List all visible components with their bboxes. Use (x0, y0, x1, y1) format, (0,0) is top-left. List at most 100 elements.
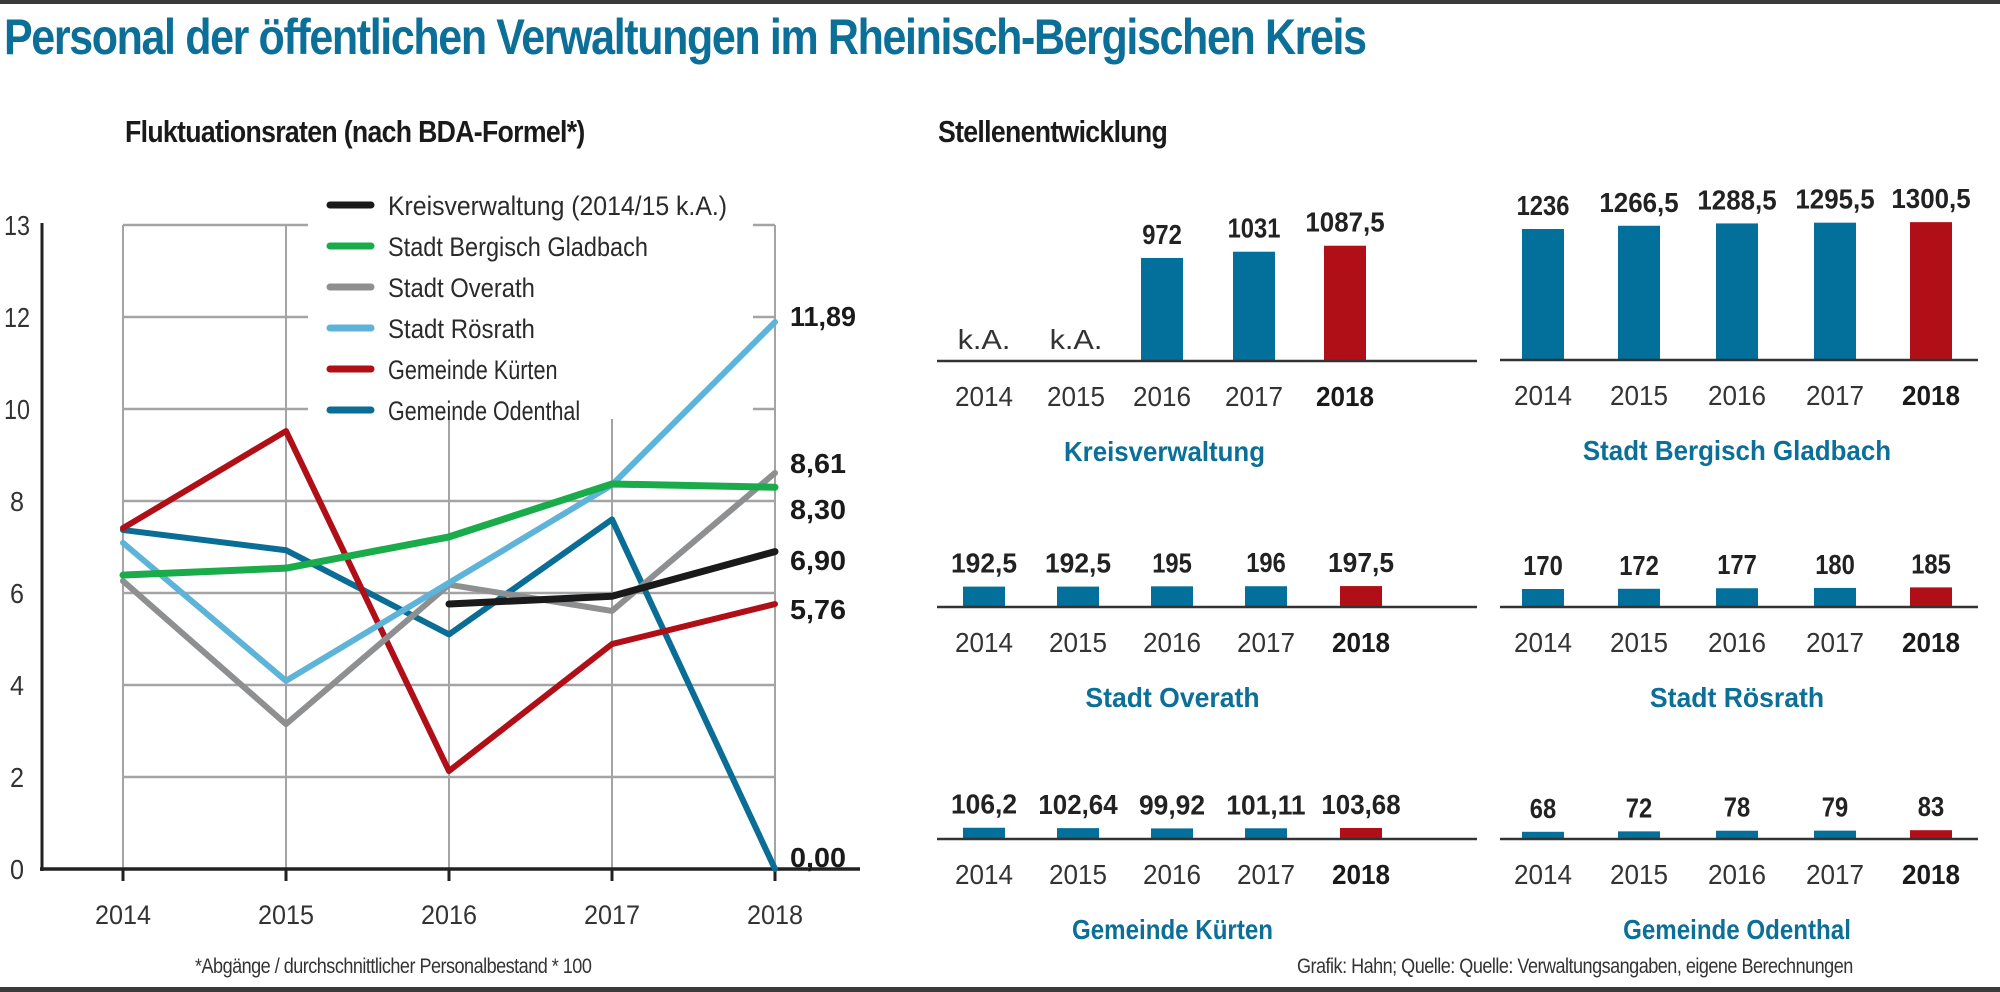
bar (963, 827, 1005, 839)
bar (1245, 586, 1287, 607)
legend-label: Stadt Overath (388, 273, 535, 303)
bar (963, 586, 1005, 607)
bar (1151, 828, 1193, 839)
bar-category-label: 2017 (1806, 859, 1864, 890)
x-tick-label: 2015 (258, 900, 314, 930)
bar-category-label: 2016 (1133, 381, 1191, 412)
bar-panel-stadt-overath: 192,5 2014 192,5 2015 195 2016 196 2017 197,5 201… (937, 547, 1477, 713)
bar (1245, 828, 1287, 839)
bar-value-label: k.A. (1050, 324, 1103, 355)
bar-panel-stadt-r-srath: 170 2014 172 2015 177 2016 180 2017 185 2018 Stadt… (1500, 548, 1978, 713)
bar (1233, 251, 1275, 361)
bar-chart-title: Stellenentwicklung (938, 114, 1168, 149)
bar (1716, 223, 1758, 360)
bar (1716, 588, 1758, 607)
bar-panel-kreisverwaltung: k.A. 2014 k.A. 2015 972 2016 1031 2017 1087,5 201… (937, 207, 1477, 467)
bar (1814, 222, 1856, 360)
bar (1910, 830, 1952, 839)
y-tick-label: 10 (4, 394, 30, 425)
bar-value-label: 1031 (1228, 213, 1281, 244)
bar-value-label: 103,68 (1321, 789, 1400, 820)
end-value-label: 0,00 (790, 842, 846, 873)
bar (1522, 228, 1564, 360)
end-value-label: 11,89 (790, 301, 856, 332)
top-border (0, 0, 2000, 4)
bar-value-label: 1266,5 (1599, 187, 1678, 218)
legend-label: Stadt Bergisch Gladbach (388, 232, 648, 262)
y-tick-label: 4 (10, 670, 24, 701)
bar-category-label: 2018 (1902, 627, 1960, 658)
bar-category-label: 2017 (1225, 381, 1283, 412)
bottom-border (0, 987, 2000, 992)
bar-value-label: 1087,5 (1305, 207, 1384, 238)
bar-value-label: 83 (1918, 791, 1944, 822)
bar-panel-stadt-bergisch-gladbach: 1236 2014 1266,5 2015 1288,5 2016 1295,5 2017 13… (1500, 183, 1978, 466)
bar-category-label: 2014 (1514, 859, 1572, 890)
bar-category-label: 2014 (1514, 380, 1572, 411)
bar-value-label: 972 (1142, 219, 1182, 250)
bar (1151, 586, 1193, 607)
bar-category-label: 2016 (1708, 627, 1766, 658)
series-line-stadt-bergisch-gladbach (119, 480, 779, 579)
bar-value-label: 177 (1717, 549, 1757, 580)
page-title: Personal der öffentlichen Verwaltungen i… (4, 9, 1367, 65)
bar-category-label: 2014 (955, 627, 1013, 658)
series-line-stadt-r-srath (120, 319, 778, 684)
legend-label: Kreisverwaltung (2014/15 k.A.) (388, 191, 727, 221)
bar (1618, 225, 1660, 360)
bar (1522, 831, 1564, 839)
bar-panel-title: Stadt Bergisch Gladbach (1583, 435, 1891, 466)
bar-category-label: 2015 (1049, 859, 1107, 890)
bar-value-label: 1288,5 (1697, 184, 1776, 215)
bar (1340, 586, 1382, 607)
footnote-formula: *Abgänge / durchschnittlicher Personalbe… (195, 955, 592, 978)
bar (1910, 587, 1952, 607)
bar-value-label: 172 (1619, 550, 1659, 581)
bar-value-label: 195 (1152, 547, 1192, 578)
bar-value-label: 180 (1815, 549, 1855, 580)
legend-label: Stadt Rösrath (388, 314, 535, 344)
legend-label: Gemeinde Odenthal (388, 396, 580, 426)
bar-panel-title: Stadt Rösrath (1650, 682, 1824, 713)
bar-value-label: 106,2 (951, 789, 1017, 820)
y-tick-label: 12 (4, 302, 30, 333)
bar-category-label: 2014 (1514, 627, 1572, 658)
y-tick-label: 8 (10, 486, 24, 517)
bar (1814, 587, 1856, 607)
bar (1057, 586, 1099, 607)
bar-category-label: 2017 (1806, 627, 1864, 658)
line-chart-title: Fluktuationsraten (nach BDA-Formel*) (125, 114, 585, 149)
bar-value-label: 1295,5 (1795, 184, 1874, 215)
x-tick-label: 2018 (747, 900, 803, 930)
x-tick-label: 2014 (95, 900, 151, 930)
line-chart: 2014 2015 2016 2017 2018 0 2 4 6 8 10 12 13 6,90 8,30 8… (4, 183, 860, 930)
bar-value-label: 68 (1530, 793, 1556, 824)
bar-category-label: 2015 (1610, 380, 1668, 411)
bar-panel-title: Stadt Overath (1085, 682, 1259, 713)
bar-value-label: 1236 (1517, 190, 1570, 221)
bar-category-label: 2018 (1902, 380, 1960, 411)
bar-value-label: 78 (1724, 792, 1750, 823)
bar-value-label: 185 (1911, 548, 1951, 579)
legend: Kreisverwaltung (2014/15 k.A.) Stadt Berg… (326, 191, 727, 426)
bar-category-label: 2016 (1708, 859, 1766, 890)
bar-category-label: 2017 (1237, 859, 1295, 890)
bar (1814, 830, 1856, 839)
bar-category-label: 2015 (1610, 859, 1668, 890)
bar-category-label: 2015 (1047, 381, 1105, 412)
bar-value-label: 1300,5 (1891, 183, 1970, 214)
bar-category-label: 2016 (1143, 627, 1201, 658)
bar-category-label: 2018 (1902, 859, 1960, 890)
bar-panel-title: Gemeinde Odenthal (1623, 914, 1851, 945)
bar-value-label: 192,5 (1045, 548, 1111, 579)
bar (1716, 830, 1758, 839)
bar-category-label: 2015 (1610, 627, 1668, 658)
bar-panel-gemeinde-odenthal: 68 2014 72 2015 78 2016 79 2017 83 2018 Gemeinde O… (1500, 791, 1978, 945)
bar-category-label: 2017 (1806, 380, 1864, 411)
bar-value-label: 79 (1822, 792, 1848, 823)
bar-category-label: 2017 (1237, 627, 1295, 658)
series-line-gemeinde-odenthal (120, 516, 778, 872)
y-tick-label: 0 (10, 854, 24, 885)
bar (1618, 588, 1660, 607)
